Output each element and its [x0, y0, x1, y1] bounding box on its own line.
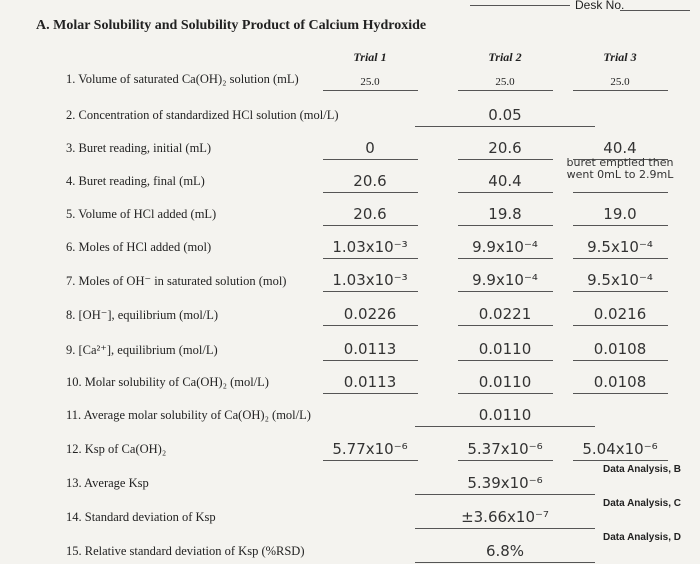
answer-line	[457, 325, 553, 326]
handwritten-value: 20.6	[353, 172, 387, 190]
answer-line	[322, 225, 418, 226]
row-label: 9. [Ca²⁺], equilibrium (mol/L)	[66, 343, 218, 357]
handwritten-value: 0.0110	[478, 373, 532, 391]
handwritten-value: 20.6	[488, 139, 522, 157]
row-label: 6. Moles of HCl added (mol)	[66, 240, 212, 254]
column-header: Trial 2	[488, 50, 522, 64]
answer-line	[572, 393, 668, 394]
answer-line	[457, 225, 553, 226]
answer-line	[322, 291, 418, 292]
column-header: Trial 1	[353, 50, 387, 64]
handwritten-value: 9.5x10⁻⁴	[587, 238, 653, 256]
row-label: 8. [OH⁻], equilibrium (mol/L)	[66, 308, 219, 322]
handwritten-value: 9.9x10⁻⁴	[472, 271, 538, 289]
row-label: 11. Average molar solubility of Ca(OH)₂ …	[66, 408, 311, 422]
printed-value: 25.0	[610, 76, 630, 88]
printed-value: 25.0	[495, 76, 515, 88]
handwritten-value: 0.0226	[343, 305, 397, 323]
answer-line	[572, 460, 668, 461]
handwritten-value: buret emptied then went 0mL to 2.9mL	[566, 156, 674, 181]
answer-line	[322, 258, 418, 259]
handwritten-value: 0.0113	[343, 340, 397, 358]
row-label: 13. Average Ksp	[66, 476, 149, 490]
row-label: 12. Ksp of Ca(OH)₂	[66, 442, 167, 456]
answer-line	[457, 90, 553, 91]
handwritten-value: ±3.66x10⁻⁷	[461, 508, 549, 526]
row-label: 10. Molar solubility of Ca(OH)₂ (mol/L)	[66, 375, 269, 389]
desk-label: Desk No.	[575, 0, 625, 12]
answer-line	[322, 192, 418, 193]
answer-line	[457, 393, 553, 394]
handwritten-value: 0.0108	[593, 373, 647, 391]
answer-line	[457, 159, 553, 160]
answer-line	[415, 126, 595, 127]
handwritten-value: 5.04x10⁻⁶	[582, 440, 658, 458]
answer-line	[322, 159, 418, 160]
row-label: 15. Relative standard deviation of Ksp (…	[66, 544, 305, 558]
column-header: Trial 3	[603, 50, 637, 64]
row-label: 1. Volume of saturated Ca(OH)₂ solution …	[66, 72, 299, 86]
answer-line	[572, 360, 668, 361]
handwritten-value: 0.0110	[478, 406, 532, 424]
answer-line	[457, 258, 553, 259]
answer-line	[322, 460, 418, 461]
handwritten-value: 40.4	[488, 172, 522, 190]
handwritten-value: 0.0216	[593, 305, 647, 323]
answer-line	[415, 426, 595, 427]
rule	[620, 10, 690, 11]
row-label: 2. Concentration of standardized HCl sol…	[66, 108, 339, 122]
handwritten-value: 9.9x10⁻⁴	[472, 238, 538, 256]
handwritten-value: 0.0110	[478, 340, 532, 358]
handwritten-value: 0.05	[488, 106, 522, 124]
handwritten-value: 19.8	[488, 205, 522, 223]
handwritten-value: 20.6	[353, 205, 387, 223]
answer-line	[572, 90, 668, 91]
handwritten-value: 0.0221	[478, 305, 532, 323]
row-label: 3. Buret reading, initial (mL)	[66, 141, 212, 155]
handwritten-value: 1.03x10⁻³	[332, 238, 408, 256]
answer-line	[322, 90, 418, 91]
note: Data Analysis, D	[603, 532, 681, 543]
row-label: 4. Buret reading, final (mL)	[66, 174, 205, 188]
answer-line	[572, 159, 668, 160]
handwritten-value: 5.37x10⁻⁶	[467, 440, 543, 458]
handwritten-value: 9.5x10⁻⁴	[587, 271, 653, 289]
row-label: 5. Volume of HCl added (mL)	[66, 207, 217, 221]
rule	[470, 5, 570, 6]
handwritten-value: 5.39x10⁻⁶	[467, 474, 543, 492]
answer-line	[415, 528, 595, 529]
handwritten-value: 1.03x10⁻³	[332, 271, 408, 289]
row-label: 14. Standard deviation of Ksp	[66, 510, 216, 524]
answer-line	[572, 325, 668, 326]
answer-line	[415, 562, 595, 563]
answer-line	[457, 291, 553, 292]
note: Data Analysis, B	[603, 464, 681, 475]
row-label: 7. Moles of OH⁻ in saturated solution (m…	[66, 274, 287, 288]
answer-line	[457, 460, 553, 461]
handwritten-value: 19.0	[603, 205, 637, 223]
answer-line	[572, 258, 668, 259]
answer-line	[322, 360, 418, 361]
printed-value: 25.0	[360, 76, 380, 88]
answer-line	[572, 291, 668, 292]
answer-line	[572, 192, 668, 193]
answer-line	[322, 393, 418, 394]
handwritten-value: 40.4	[603, 139, 637, 157]
handwritten-value: 0	[365, 139, 375, 157]
answer-line	[457, 192, 553, 193]
answer-line	[322, 325, 418, 326]
answer-line	[457, 360, 553, 361]
title: A. Molar Solubility and Solubility Produ…	[36, 18, 427, 33]
handwritten-value: 5.77x10⁻⁶	[332, 440, 408, 458]
answer-line	[572, 225, 668, 226]
handwritten-value: 0.0108	[593, 340, 647, 358]
handwritten-value: 0.0113	[343, 373, 397, 391]
handwritten-value: 6.8%	[485, 542, 525, 560]
note: Data Analysis, C	[603, 498, 681, 509]
answer-line	[415, 494, 595, 495]
